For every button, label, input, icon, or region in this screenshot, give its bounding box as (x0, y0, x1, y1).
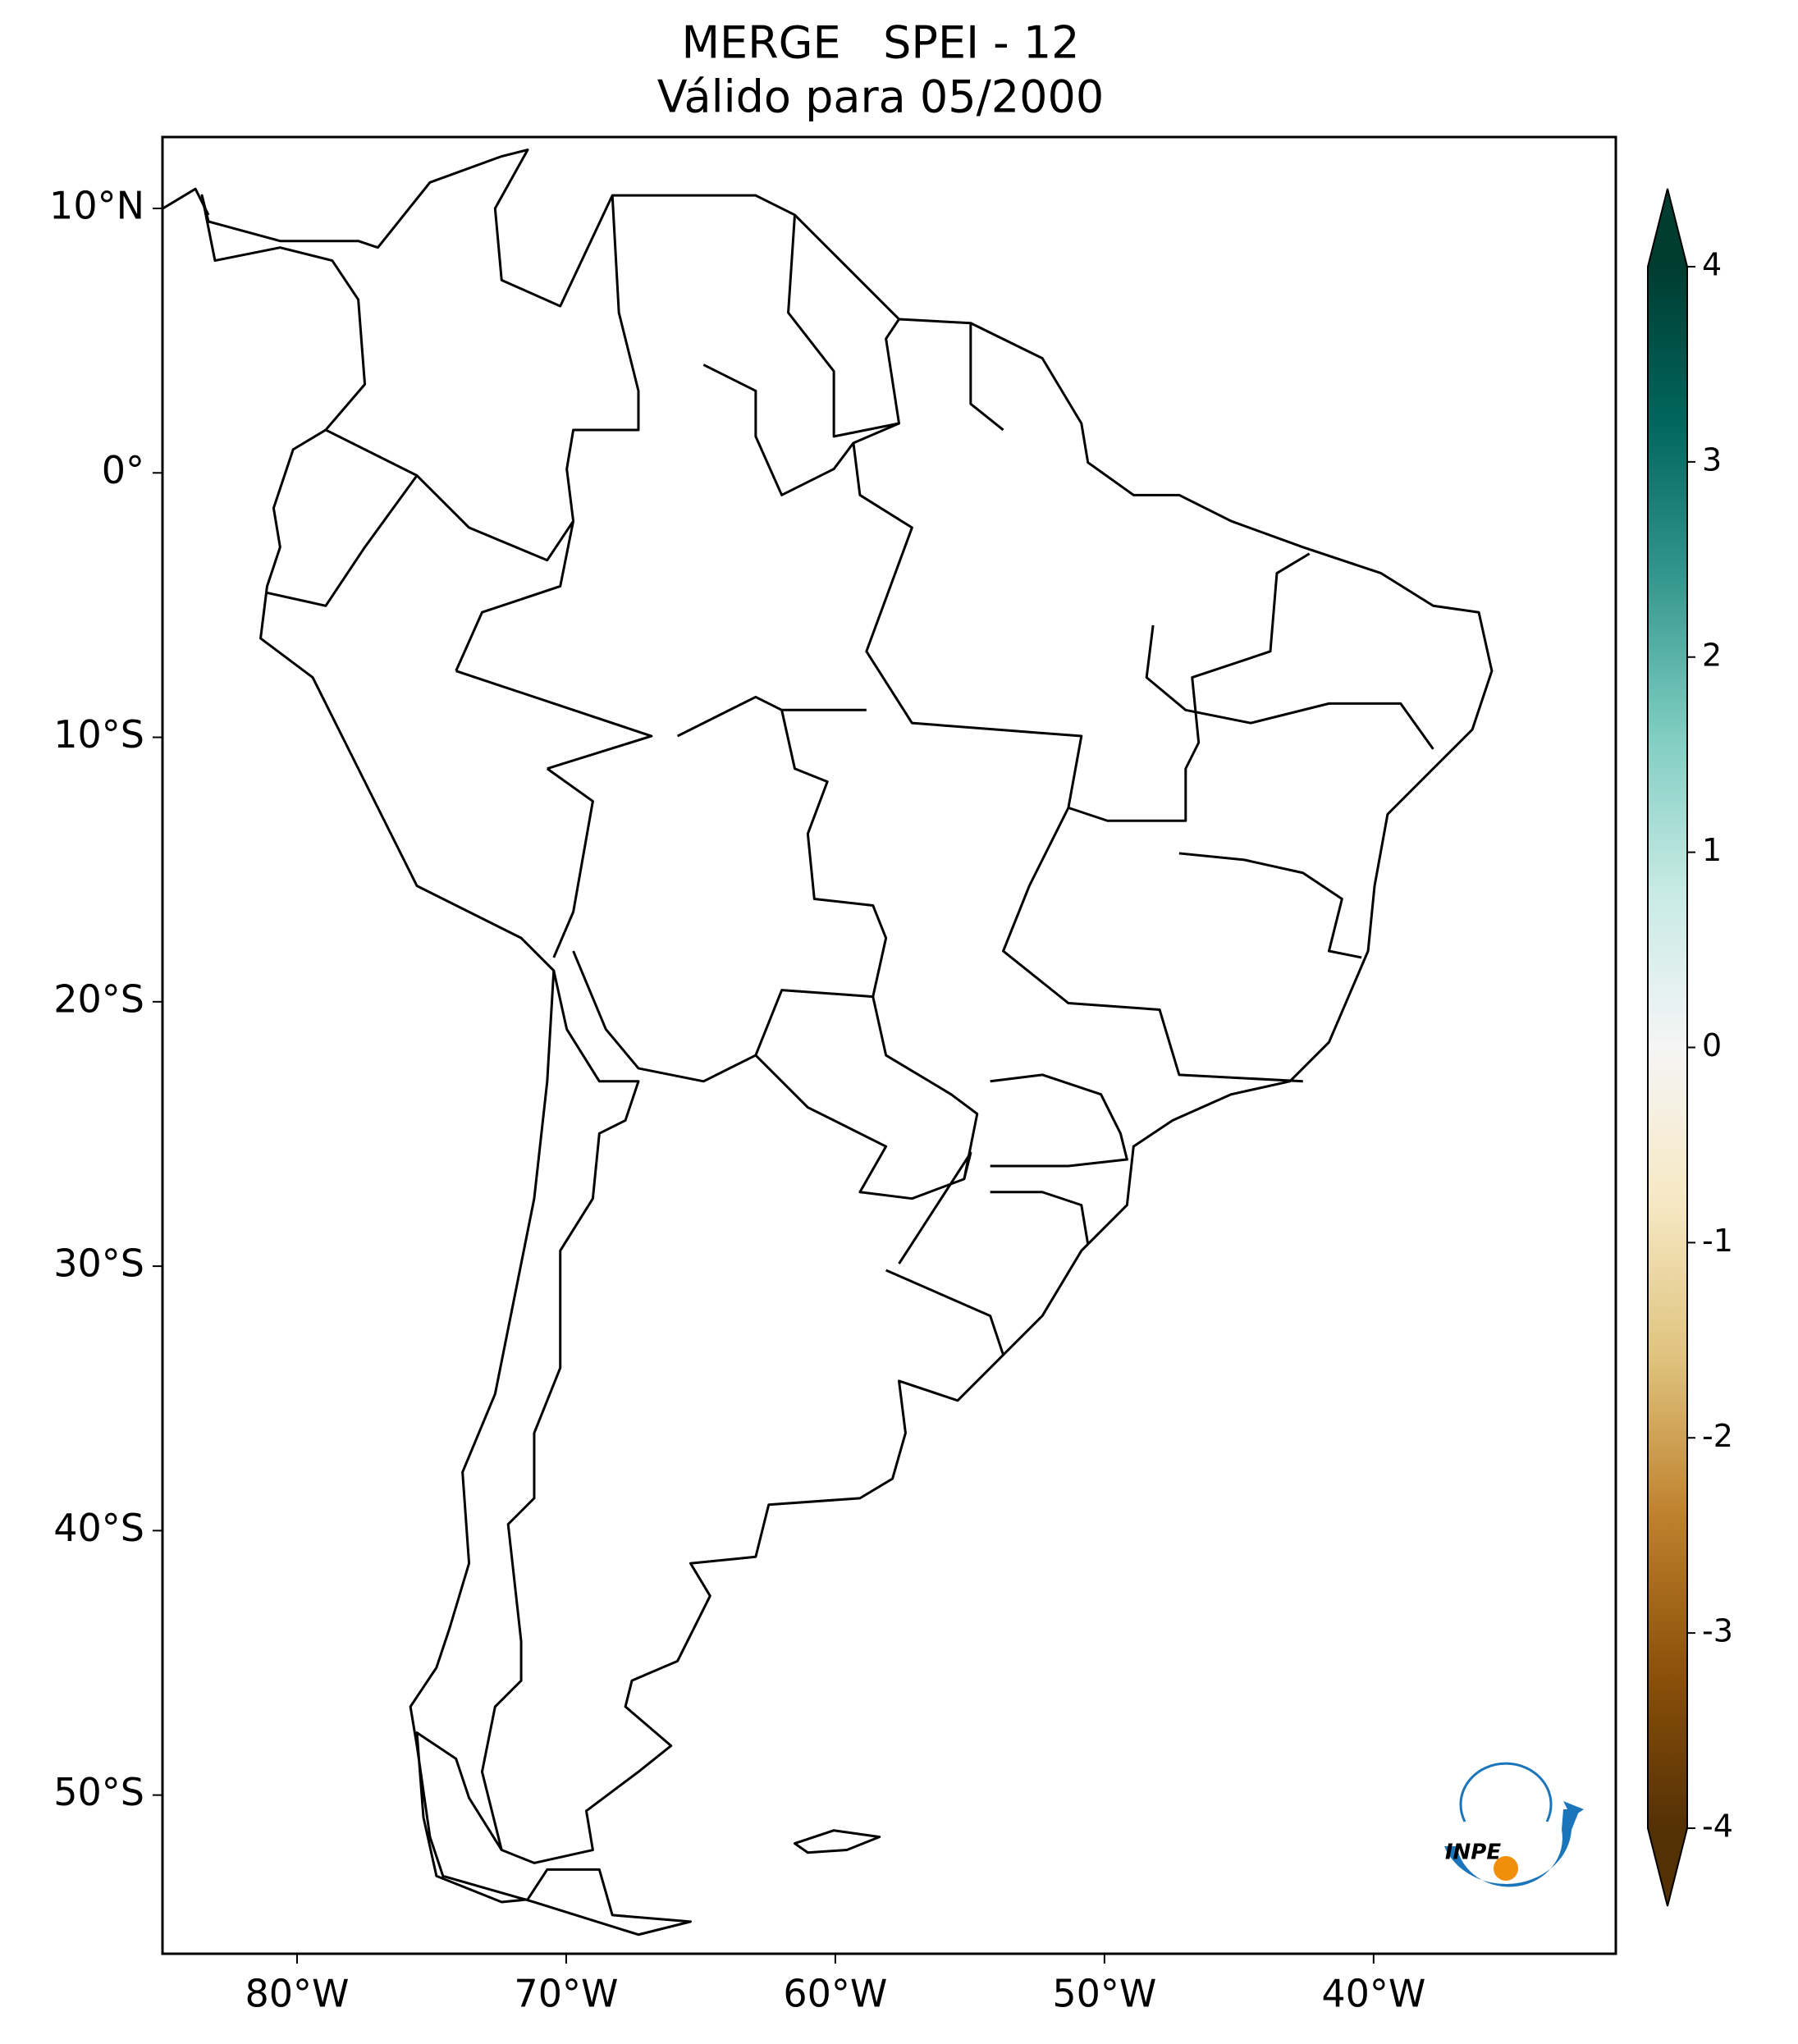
colorbar-extend-max (1648, 189, 1687, 267)
y-tick-label: 50°S (53, 1770, 144, 1814)
y-tick-label: 30°S (53, 1241, 144, 1286)
logo-text: INPE (1445, 1841, 1501, 1865)
colorbar-tick-label: -1 (1702, 1223, 1733, 1259)
x-tick-label: 60°W (783, 1972, 887, 2016)
y-tick-label: 0° (102, 448, 144, 492)
x-tick-label: 80°W (245, 1972, 349, 2016)
colorbar (1648, 267, 1687, 1828)
y-tick-label: 40°S (53, 1506, 144, 1550)
x-tick-label: 50°W (1052, 1972, 1156, 2016)
colorbar-tick-label: 1 (1702, 832, 1722, 868)
y-tick-label: 10°S (53, 712, 144, 757)
colorbar-tick-label: -3 (1702, 1613, 1733, 1649)
inpe-logo: INPE (1444, 1762, 1584, 1887)
colorbar-tick-label: 3 (1702, 441, 1722, 478)
colorbar-tick-label: -2 (1702, 1418, 1733, 1454)
x-tick-label: 70°W (514, 1972, 618, 2016)
colorbar-tick-label: -4 (1702, 1809, 1733, 1845)
y-tick-label: 10°N (49, 184, 144, 228)
y-tick-label: 20°S (53, 976, 144, 1021)
map-title: MERGE SPEI - 12 (681, 17, 1079, 69)
colorbar-extend-min (1648, 1828, 1687, 1906)
coastlines-and-borders (162, 150, 1491, 1935)
colorbar-tick-label: 2 (1702, 637, 1722, 673)
colorbar-tick-label: 0 (1702, 1027, 1722, 1063)
x-tick-label: 40°W (1321, 1972, 1425, 2016)
colorbar-tick-label: 4 (1702, 247, 1722, 283)
map-subtitle: Válido para 05/2000 (657, 71, 1104, 123)
map-frame (161, 135, 1617, 1955)
